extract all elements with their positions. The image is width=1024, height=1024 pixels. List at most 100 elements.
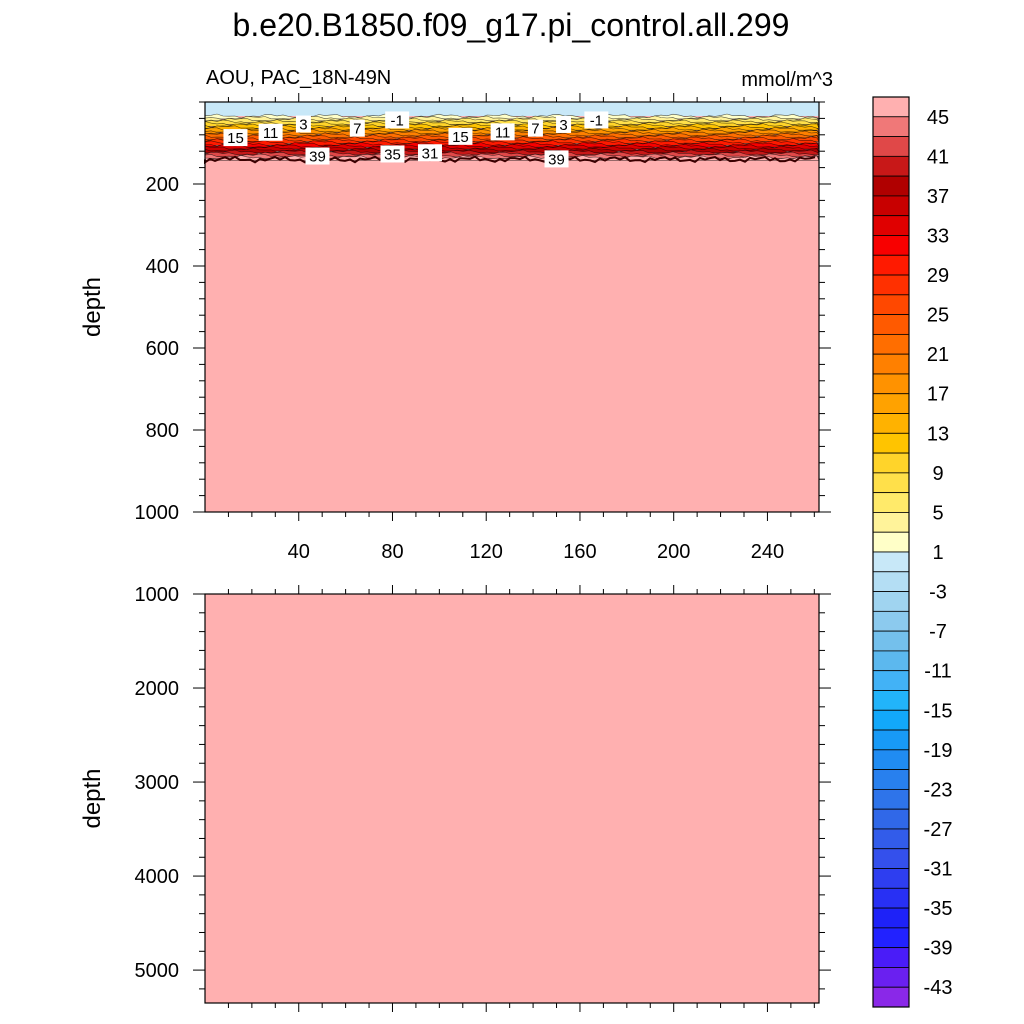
colorbar-swatch (872, 630, 910, 652)
upper-depth-panel: 15 11 3 7 -1 39 35 31 15 11 7 3 -1 39 40 80 120 160 200 240… (79, 93, 831, 563)
colorbar-swatch (872, 512, 910, 533)
y-tick-label: 1000 (135, 584, 180, 606)
contour-label-bg (385, 111, 410, 129)
colorbar-swatch (872, 591, 910, 612)
contour-label-bg (527, 119, 543, 137)
colorbar-tick-label: -43 (924, 977, 953, 999)
colorbar-tick-label: 5 (932, 502, 943, 524)
colorbar-swatch (872, 413, 910, 434)
colorbar-tick-label: -27 (924, 819, 953, 841)
colorbar-swatch (872, 729, 910, 751)
contour-label: 39 (548, 151, 565, 168)
colorbar-swatch (872, 986, 910, 1008)
x-tick-label: 40 (288, 541, 310, 563)
colorbar-swatch (872, 788, 910, 810)
y-axis-label: depth (79, 277, 106, 337)
colorbar-swatch (872, 175, 910, 197)
colorbar-swatch (872, 195, 910, 217)
contour-label-bg (448, 127, 473, 145)
colorbar-swatch (872, 769, 910, 790)
colorbar-tick-label: 41 (927, 146, 949, 168)
panel-frame (204, 101, 820, 513)
colorbar-swatch (872, 670, 910, 691)
colorbar-swatch (872, 353, 910, 375)
contour-label: 39 (309, 149, 326, 166)
colorbar-swatch (872, 571, 910, 592)
y-tick-label: 5000 (135, 960, 180, 982)
colorbar-swatch (872, 96, 910, 118)
colorbar-tick-label: 9 (932, 463, 943, 485)
contour-label: 35 (384, 146, 401, 163)
deep-field-fill (205, 594, 819, 1003)
contour-label: -1 (390, 112, 403, 129)
colorbar-tick-label: -31 (924, 859, 953, 881)
colorbar-tick-label: -7 (929, 621, 947, 643)
contour-line (204, 155, 816, 165)
colorbar-tick-label: 45 (927, 107, 949, 129)
colorbar-swatch (872, 927, 910, 949)
y-tick-label: 600 (146, 338, 179, 360)
colorbar-swatch (872, 373, 910, 395)
colorbar-swatch (872, 155, 910, 177)
colorbar-swatch (872, 472, 910, 494)
contour-label-bg (556, 115, 572, 133)
colorbar-tick-label: -19 (924, 740, 953, 762)
units-label: mmol/m^3 (741, 69, 833, 91)
colorbar-tick-label: 17 (927, 384, 949, 406)
colorbar-swatch (872, 848, 910, 869)
colorbar-swatch (872, 432, 910, 454)
colorbar-swatch (872, 868, 910, 889)
x-tick-label: 80 (381, 541, 403, 563)
colorbar-swatch (872, 492, 910, 513)
chart-subtitle: AOU, PAC_18N-49N (206, 67, 391, 89)
colorbar: 45 41 37 33 29 25 21 17 13 9 5 1 -3 -7 -11 -15 -19 -23 -27… (872, 96, 953, 1008)
y-tick-label: 4000 (135, 866, 180, 888)
colorbar-swatch (872, 136, 910, 157)
contour-label: -1 (590, 112, 603, 129)
colorbar-tick-label: -3 (929, 582, 947, 604)
colorbar-swatch (872, 393, 910, 414)
colorbar-swatch (872, 690, 910, 711)
contour-label: 15 (452, 129, 469, 146)
panel-frame (204, 593, 820, 1004)
y-axis-label: depth (79, 768, 106, 828)
colorbar-tick-label: -39 (924, 938, 953, 960)
colorbar-tick-label: -35 (924, 898, 953, 920)
y-tick-label: 3000 (135, 772, 180, 794)
contour-label: 11 (263, 125, 279, 142)
colorbar-swatch (872, 551, 910, 573)
colorbar-swatch (872, 887, 910, 909)
colorbar-swatch (872, 967, 910, 988)
contour-label: 11 (495, 124, 511, 141)
x-tick-label: 240 (751, 541, 784, 563)
contour-label: 31 (422, 145, 439, 162)
colorbar-swatch (872, 274, 910, 296)
colorbar-swatch (872, 452, 910, 474)
colorbar-swatch (872, 235, 910, 256)
x-tick-label: 200 (657, 541, 690, 563)
contour-label-bg (223, 129, 248, 147)
contour-label-bg (295, 115, 311, 133)
colorbar-swatch (872, 116, 910, 137)
colorbar-swatch (872, 749, 910, 771)
colorbar-swatch (872, 947, 910, 968)
contour-label-bg (490, 123, 515, 141)
colorbar-swatch (872, 531, 910, 553)
colorbar-swatch (872, 314, 910, 335)
x-tick-label: 120 (470, 541, 503, 563)
colorbar-frame (872, 96, 910, 1008)
colorbar-swatch (872, 650, 910, 672)
contour-label-bg (584, 111, 609, 129)
y-tick-label: 200 (146, 174, 179, 196)
colorbar-swatch (872, 215, 910, 236)
colorbar-tick-label: -11 (924, 661, 951, 683)
y-tick-label: 2000 (135, 678, 180, 700)
y-tick-label: 400 (146, 256, 179, 278)
contour-label: 3 (299, 117, 307, 134)
y-tick-label: 800 (146, 420, 179, 442)
colorbar-tick-label: 1 (932, 542, 943, 564)
colorbar-swatch (872, 808, 910, 830)
contour-label-bg (305, 147, 330, 165)
contour-label: 3 (559, 117, 567, 134)
